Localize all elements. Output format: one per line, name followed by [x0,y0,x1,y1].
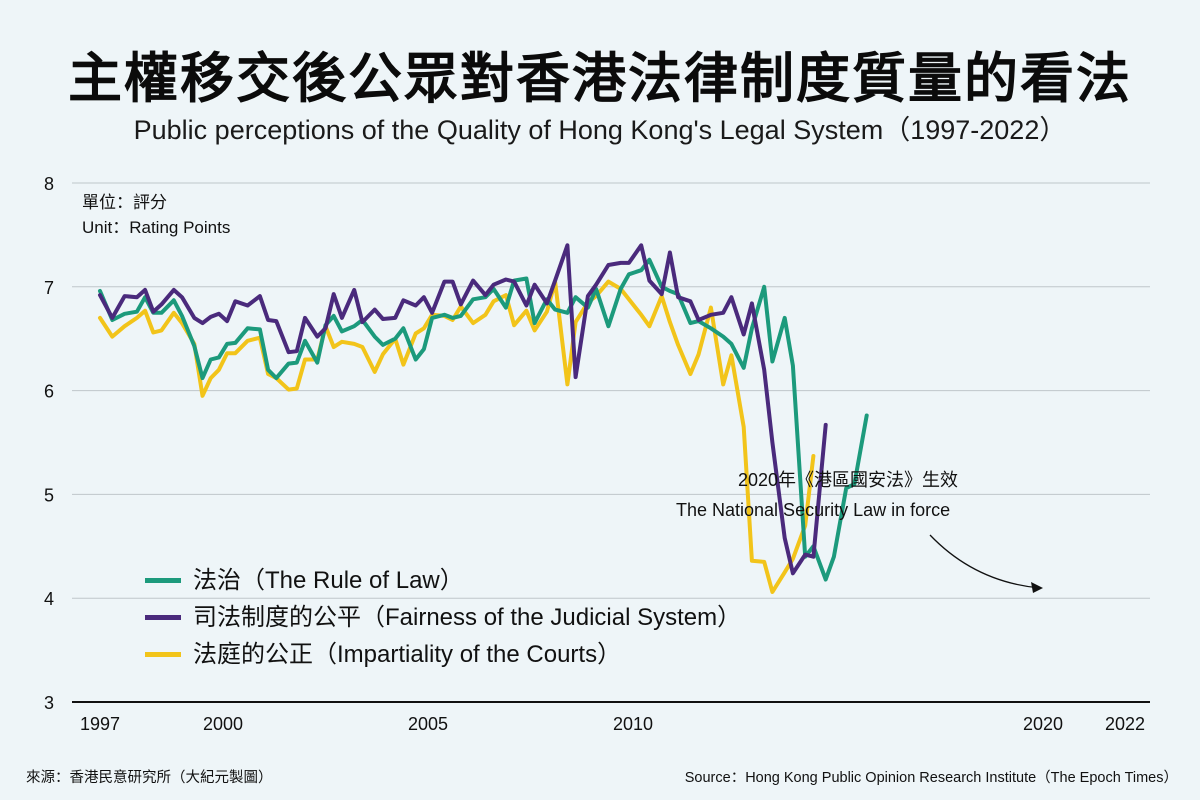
y-tick-label: 4 [44,589,54,609]
legend-label-rule-of-law: 法治（The Rule of Law） [193,567,464,594]
legend-swatch-impartiality [145,652,181,657]
legend-label-fairness: 司法制度的公平（Fairness of the Judicial System） [193,604,742,631]
annotation-arrow [929,534,1041,589]
x-tick-label: 2020 [1023,714,1063,734]
unit-label-en: Unit：Rating Points [82,218,231,237]
x-tick-label: 2000 [203,714,243,734]
series-line-0 [98,257,869,582]
annotation-nsl-en: The National Security Law in force [676,500,951,520]
legend-swatch-fairness [145,615,181,620]
y-tick-label: 6 [44,382,54,402]
chart-subtitle: Public perceptions of the Quality of Hon… [133,115,1067,145]
legend-item-rule-of-law: 法治（The Rule of Law） [145,562,741,599]
series-line-2 [98,279,816,594]
y-tick-label: 3 [44,693,54,713]
legend-label-impartiality: 法庭的公正（Impartiality of the Courts） [193,641,622,668]
chart-title: 主權移交後公眾對香港法律制度質量的看法 [68,49,1132,109]
y-tick-label: 5 [44,485,54,505]
y-tick-label: 7 [44,278,54,298]
x-tick-label: 2005 [408,714,448,734]
chart-legend: 法治（The Rule of Law） 司法制度的公平（Fairness of … [145,562,741,673]
x-tick-label: 2022 [1105,714,1145,734]
legend-item-fairness: 司法制度的公平（Fairness of the Judicial System） [145,599,741,636]
x-tick-label: 2010 [613,714,653,734]
source-zh: 來源：香港民意研究所（大紀元製圖） [26,770,273,786]
legend-swatch-rule-of-law [145,578,181,583]
series-line-1 [98,243,828,576]
x-tick-label: 1997 [80,714,120,734]
annotation-arrowhead [1031,582,1043,593]
y-tick-label: 8 [44,174,54,194]
source-en: Source：Hong Kong Public Opinion Research… [684,770,1178,786]
unit-label-zh: 單位：評分 [82,193,167,212]
unit-label: 單位：評分 Unit：Rating Points [82,190,230,240]
legend-item-impartiality: 法庭的公正（Impartiality of the Courts） [145,636,741,673]
annotation-nsl-zh: 2020年《港區國安法》生效 [738,470,959,490]
